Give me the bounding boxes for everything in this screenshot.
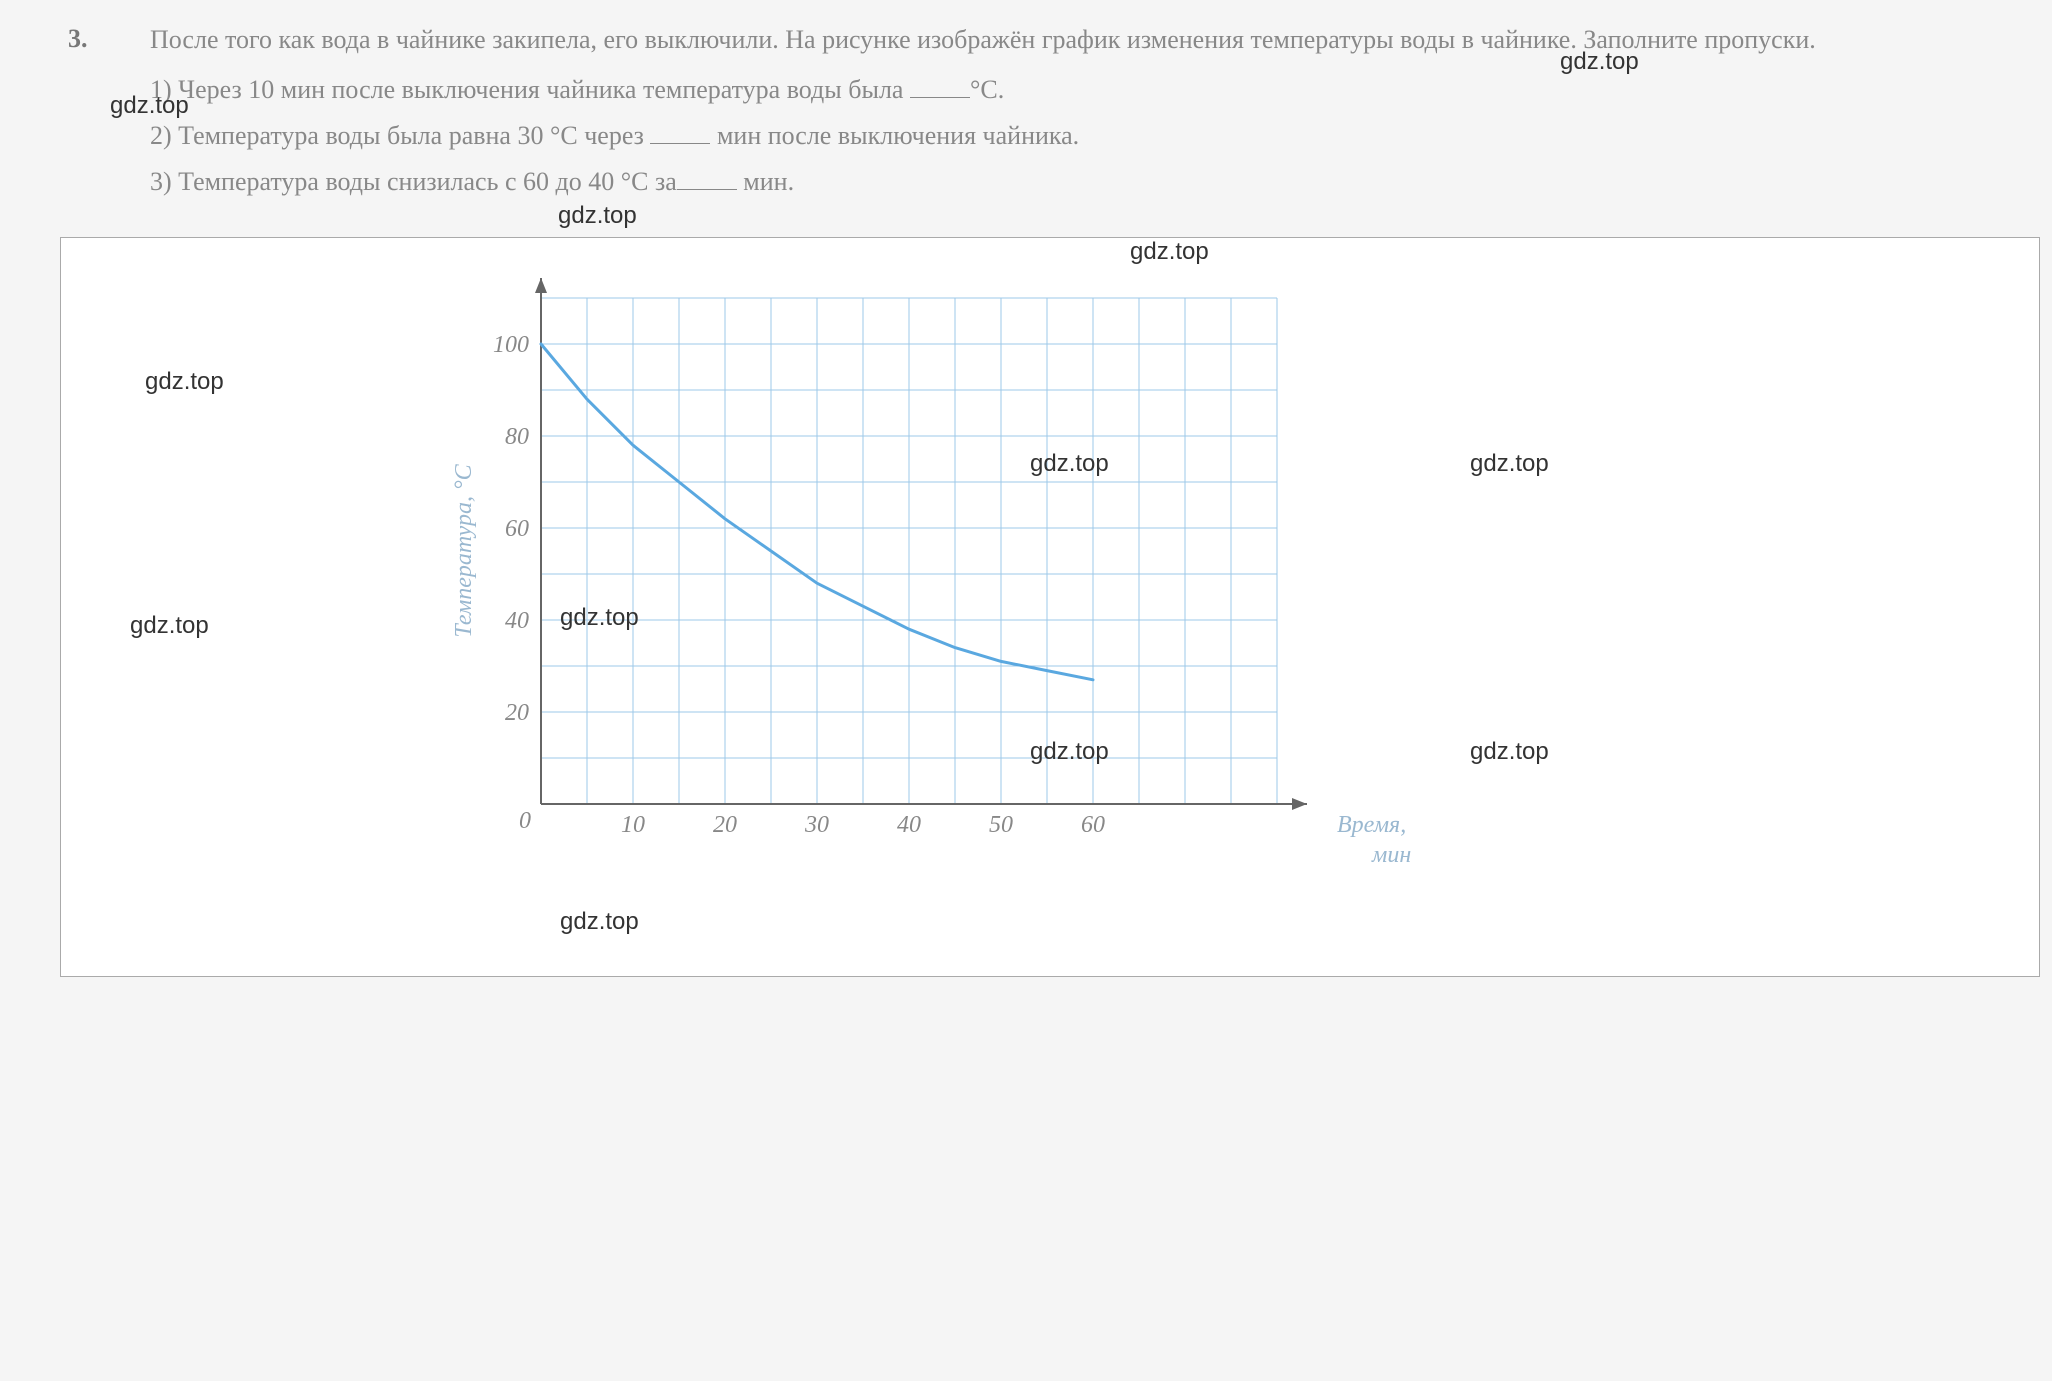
svg-text:40: 40 xyxy=(505,608,529,634)
item-num: 2) xyxy=(150,121,172,150)
question-number: 3. xyxy=(68,24,88,54)
watermark: gdz.top xyxy=(130,612,209,640)
question-item-2: 2) Температура воды была равна 30 °С чер… xyxy=(150,121,2052,151)
item-num: 3) xyxy=(150,167,172,196)
watermark: gdz.top xyxy=(560,908,639,936)
svg-text:100: 100 xyxy=(493,332,529,358)
svg-text:30: 30 xyxy=(804,812,829,838)
question-item-1: 1) Через 10 мин после выключения чайника… xyxy=(150,75,2052,105)
blank-field[interactable] xyxy=(910,78,970,98)
svg-text:80: 80 xyxy=(505,424,529,450)
chart-container: 10 20 30 40 50 60 20 40 60 80 100 0 Время, мин Темпера… xyxy=(60,237,2040,977)
watermark: gdz.top xyxy=(1470,738,1549,766)
item-text-after: мин после выключения чайника. xyxy=(710,121,1079,150)
svg-text:50: 50 xyxy=(989,812,1013,838)
watermark: gdz.top xyxy=(110,92,189,120)
watermark: gdz.top xyxy=(1560,48,1639,76)
item-text-after: мин. xyxy=(737,167,794,196)
item-text-before: Температура воды снизилась с 60 до 40 °С… xyxy=(178,167,677,196)
svg-text:Время,: Время, xyxy=(1337,812,1406,838)
item-text-before: Температура воды была равна 30 °С через xyxy=(178,121,650,150)
page-container: 3. После того как вода в чайнике закипел… xyxy=(20,20,2052,977)
svg-text:60: 60 xyxy=(1081,812,1105,838)
watermark: gdz.top xyxy=(1030,450,1109,478)
svg-text:20: 20 xyxy=(713,812,737,838)
watermark: gdz.top xyxy=(1030,738,1109,766)
item-text-before: Через 10 мин после выключения чайника те… xyxy=(178,75,910,104)
svg-text:Температура, °С: Температура, °С xyxy=(451,463,477,637)
watermark: gdz.top xyxy=(558,202,637,230)
svg-text:20: 20 xyxy=(505,700,529,726)
blank-field[interactable] xyxy=(650,124,710,144)
question-intro: После того как вода в чайнике закипела, … xyxy=(150,20,2042,59)
watermark: gdz.top xyxy=(1470,450,1549,478)
temperature-chart: 10 20 30 40 50 60 20 40 60 80 100 0 Время, мин Темпера… xyxy=(441,268,1477,884)
svg-text:мин: мин xyxy=(1371,842,1411,868)
svg-text:10: 10 xyxy=(621,812,645,838)
watermark: gdz.top xyxy=(560,604,639,632)
svg-text:60: 60 xyxy=(505,516,529,542)
blank-field[interactable] xyxy=(677,170,737,190)
question-item-3: 3) Температура воды снизилась с 60 до 40… xyxy=(150,167,2052,197)
watermark: gdz.top xyxy=(145,368,224,396)
item-text-after: °С. xyxy=(970,75,1004,104)
svg-text:0: 0 xyxy=(519,808,531,834)
watermark: gdz.top xyxy=(1130,238,1209,266)
svg-text:40: 40 xyxy=(897,812,921,838)
